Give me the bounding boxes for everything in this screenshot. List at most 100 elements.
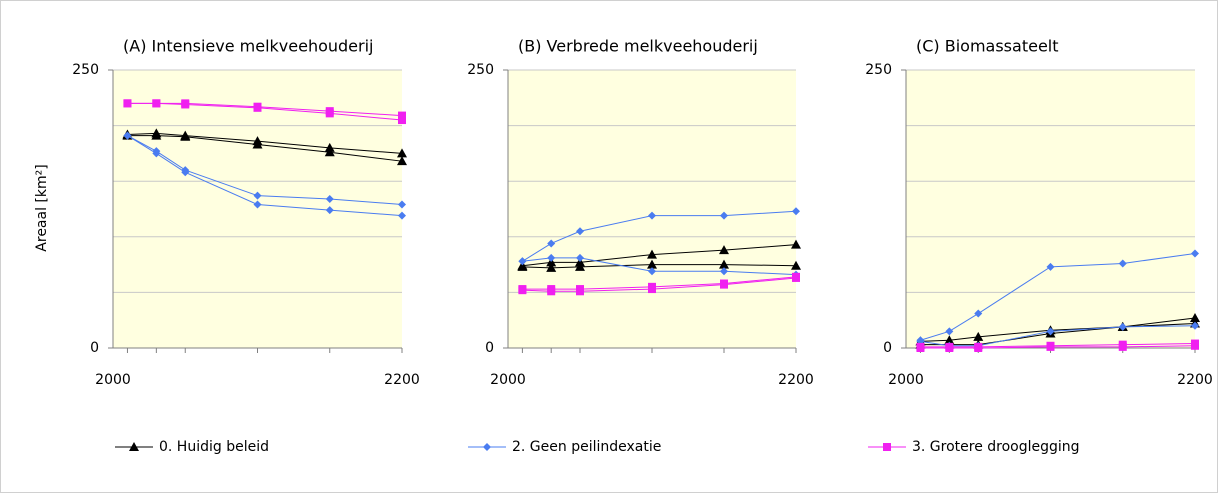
legend-label: 0. Huidig beleid [159, 439, 269, 455]
legend-label: 2. Geen peilindexatie [512, 439, 661, 455]
marker [648, 267, 656, 276]
marker [1191, 249, 1199, 258]
series-line [920, 345, 1196, 349]
y-tick-label: 0 [883, 340, 892, 356]
marker [916, 344, 925, 352]
marker [576, 253, 584, 262]
marker [324, 147, 335, 157]
series-line [522, 264, 797, 269]
marker [181, 100, 190, 109]
marker [720, 211, 728, 220]
marker [325, 206, 334, 215]
marker [1118, 342, 1127, 351]
marker [546, 262, 557, 272]
series-line [920, 252, 1196, 341]
marker [575, 261, 585, 271]
marker [974, 344, 983, 352]
y-axis-label: Areaal [km²] [34, 164, 50, 251]
marker [974, 309, 983, 318]
series-line [920, 343, 1196, 348]
chart-title: (A) Intensieve melkveehouderij [123, 37, 374, 56]
marker [547, 239, 556, 248]
y-tick-label: 0 [485, 340, 494, 356]
marker [547, 287, 556, 296]
chart-title: (C) Biomassateelt [916, 37, 1059, 56]
marker [1118, 322, 1127, 331]
marker [719, 245, 729, 255]
marker [252, 139, 263, 149]
marker [397, 156, 407, 166]
series-line [522, 276, 797, 290]
marker [397, 148, 407, 158]
marker [152, 149, 161, 158]
y-tick-label: 250 [865, 62, 892, 78]
y-tick-label: 0 [90, 340, 99, 356]
legend-marker [883, 443, 891, 451]
marker [181, 168, 190, 177]
x-tick-label: 2000 [95, 372, 131, 388]
marker [720, 280, 728, 289]
x-tick-label: 2200 [1177, 372, 1213, 388]
chart-title: (B) Verbrede melkveehouderij [518, 37, 758, 56]
series-line [920, 317, 1196, 342]
plot-area [113, 70, 402, 348]
marker [791, 260, 801, 270]
marker [791, 239, 801, 249]
marker [647, 259, 657, 269]
marker [325, 109, 334, 118]
marker [1046, 327, 1055, 336]
plot-area [906, 70, 1195, 348]
marker [398, 211, 406, 220]
marker [576, 287, 584, 296]
x-tick-label: 2000 [888, 372, 924, 388]
marker [398, 116, 406, 125]
marker [1191, 321, 1199, 330]
series-line [522, 244, 797, 267]
marker [517, 261, 528, 271]
marker [720, 267, 728, 276]
marker [152, 99, 161, 108]
marker [1046, 342, 1055, 351]
marker [325, 194, 334, 203]
series-line [127, 135, 403, 217]
marker [123, 99, 132, 108]
marker [547, 253, 556, 262]
series-line [127, 135, 403, 206]
marker [253, 200, 262, 209]
series-line [522, 277, 797, 292]
y-tick-label: 250 [467, 62, 494, 78]
marker [1046, 262, 1055, 271]
x-tick-label: 2000 [490, 372, 526, 388]
marker [648, 285, 656, 294]
marker [648, 211, 656, 220]
marker [945, 344, 954, 352]
series-line [522, 257, 797, 276]
x-tick-label: 2200 [778, 372, 814, 388]
series-line [522, 210, 797, 262]
legend-label: 3. Grotere drooglegging [912, 439, 1080, 455]
marker [1190, 312, 1200, 322]
y-tick-label: 250 [72, 62, 99, 78]
marker [792, 207, 800, 216]
marker [576, 227, 584, 236]
series-line [127, 135, 403, 162]
legend-marker [483, 443, 491, 451]
marker [719, 259, 729, 269]
marker [253, 191, 262, 200]
marker [1118, 259, 1127, 268]
series-line [127, 102, 403, 121]
marker [398, 200, 406, 209]
legend-marker [129, 442, 139, 451]
marker [518, 257, 527, 266]
marker [945, 327, 954, 336]
marker [253, 103, 262, 112]
marker [647, 249, 657, 259]
series-line [920, 325, 1196, 347]
marker [123, 131, 132, 140]
x-tick-label: 2200 [384, 372, 420, 388]
marker [1191, 341, 1199, 350]
series-line [127, 132, 403, 154]
marker [151, 130, 162, 140]
marker [180, 131, 191, 141]
